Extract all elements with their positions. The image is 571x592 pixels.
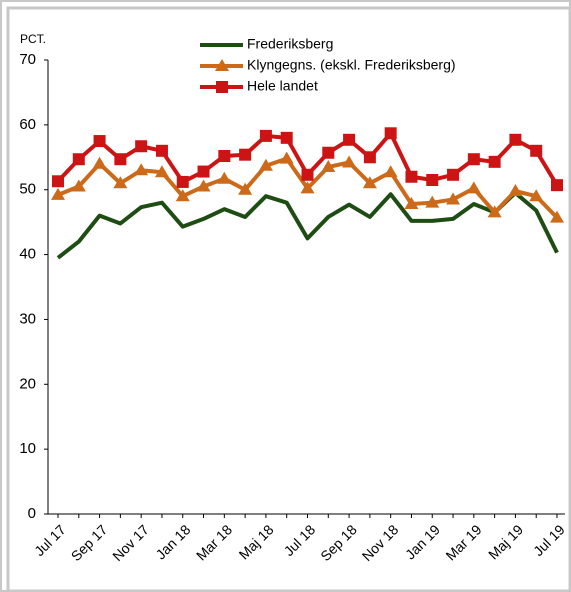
- x-tick-label: Jan 18: [152, 521, 193, 562]
- marker: [258, 158, 273, 171]
- legend-label: Klyngegns. (ekskl. Frederiksberg): [247, 57, 456, 73]
- marker: [466, 181, 481, 194]
- legend: Frederiksberg Klyngegns. (ekskl. Frederik…: [200, 36, 456, 94]
- marker: [446, 192, 461, 205]
- marker: [114, 153, 127, 166]
- marker: [239, 148, 252, 161]
- y-tick-label: 0: [28, 505, 36, 522]
- marker: [530, 144, 543, 157]
- marker: [238, 182, 253, 195]
- y-tick-label: 40: [19, 246, 36, 263]
- marker: [113, 176, 128, 189]
- marker: [135, 140, 148, 153]
- marker: [71, 179, 86, 192]
- marker: [447, 168, 460, 181]
- x-tick-label: Nov 18: [359, 521, 402, 564]
- marker: [175, 189, 190, 202]
- marker: [551, 179, 563, 192]
- marker: [509, 133, 522, 146]
- marker: [218, 149, 231, 162]
- marker: [52, 175, 64, 188]
- x-tick-label: Mar 19: [442, 521, 484, 563]
- y-tick-label: 10: [19, 440, 36, 457]
- marker: [487, 205, 502, 218]
- marker: [93, 135, 106, 148]
- marker: [301, 168, 314, 181]
- marker: [508, 184, 523, 197]
- marker: [550, 210, 564, 223]
- x-tick-label: Sep 17: [68, 521, 111, 564]
- marker: [197, 165, 210, 178]
- marker: [51, 187, 65, 200]
- marker: [383, 165, 398, 178]
- marker: [154, 165, 169, 178]
- y-tick-label: 30: [19, 310, 36, 327]
- marker: [322, 146, 335, 159]
- marker: [343, 133, 356, 146]
- x-tick-label: Mar 18: [193, 521, 235, 563]
- y-tick-label: 70: [19, 51, 36, 68]
- marker: [280, 131, 293, 144]
- y-axis-label: PCT.: [20, 32, 46, 46]
- marker: [155, 144, 168, 157]
- x-tick-label: Jan 19: [402, 521, 443, 562]
- marker: [426, 173, 439, 186]
- legend-label: Hele landet: [247, 78, 318, 94]
- marker: [196, 179, 211, 192]
- x-tick-label: Jul 18: [281, 521, 319, 559]
- marker: [488, 155, 501, 168]
- marker: [300, 181, 315, 194]
- marker: [321, 160, 336, 173]
- marker: [404, 196, 419, 209]
- marker: [425, 195, 440, 208]
- marker: [342, 155, 357, 168]
- marker: [72, 153, 85, 166]
- marker: [405, 170, 418, 183]
- x-tick-label: Maj 18: [236, 521, 277, 562]
- y-tick-label: 60: [19, 116, 36, 133]
- y-tick-label: 20: [19, 375, 36, 392]
- marker: [92, 156, 107, 169]
- marker: [384, 127, 397, 140]
- marker: [363, 151, 376, 164]
- marker: [467, 153, 480, 166]
- marker: [134, 163, 149, 176]
- marker: [529, 189, 544, 202]
- x-tick-label: Jul 17: [31, 521, 69, 559]
- legend-marker: [216, 81, 228, 93]
- marker: [259, 129, 272, 142]
- marker: [279, 151, 294, 164]
- inner-frame: [6, 6, 571, 592]
- series-line: [56, 190, 559, 260]
- x-tick-label: Maj 19: [485, 521, 526, 562]
- x-tick-label: Nov 17: [109, 521, 152, 564]
- legend-label: Frederiksberg: [247, 36, 333, 52]
- y-tick-label: 50: [19, 181, 36, 198]
- x-tick-label: Sep 18: [317, 521, 360, 564]
- x-tick-label: Jul 19: [530, 521, 568, 559]
- marker: [362, 176, 377, 189]
- marker: [217, 171, 232, 184]
- marker: [176, 175, 189, 188]
- legend-marker: [215, 59, 229, 71]
